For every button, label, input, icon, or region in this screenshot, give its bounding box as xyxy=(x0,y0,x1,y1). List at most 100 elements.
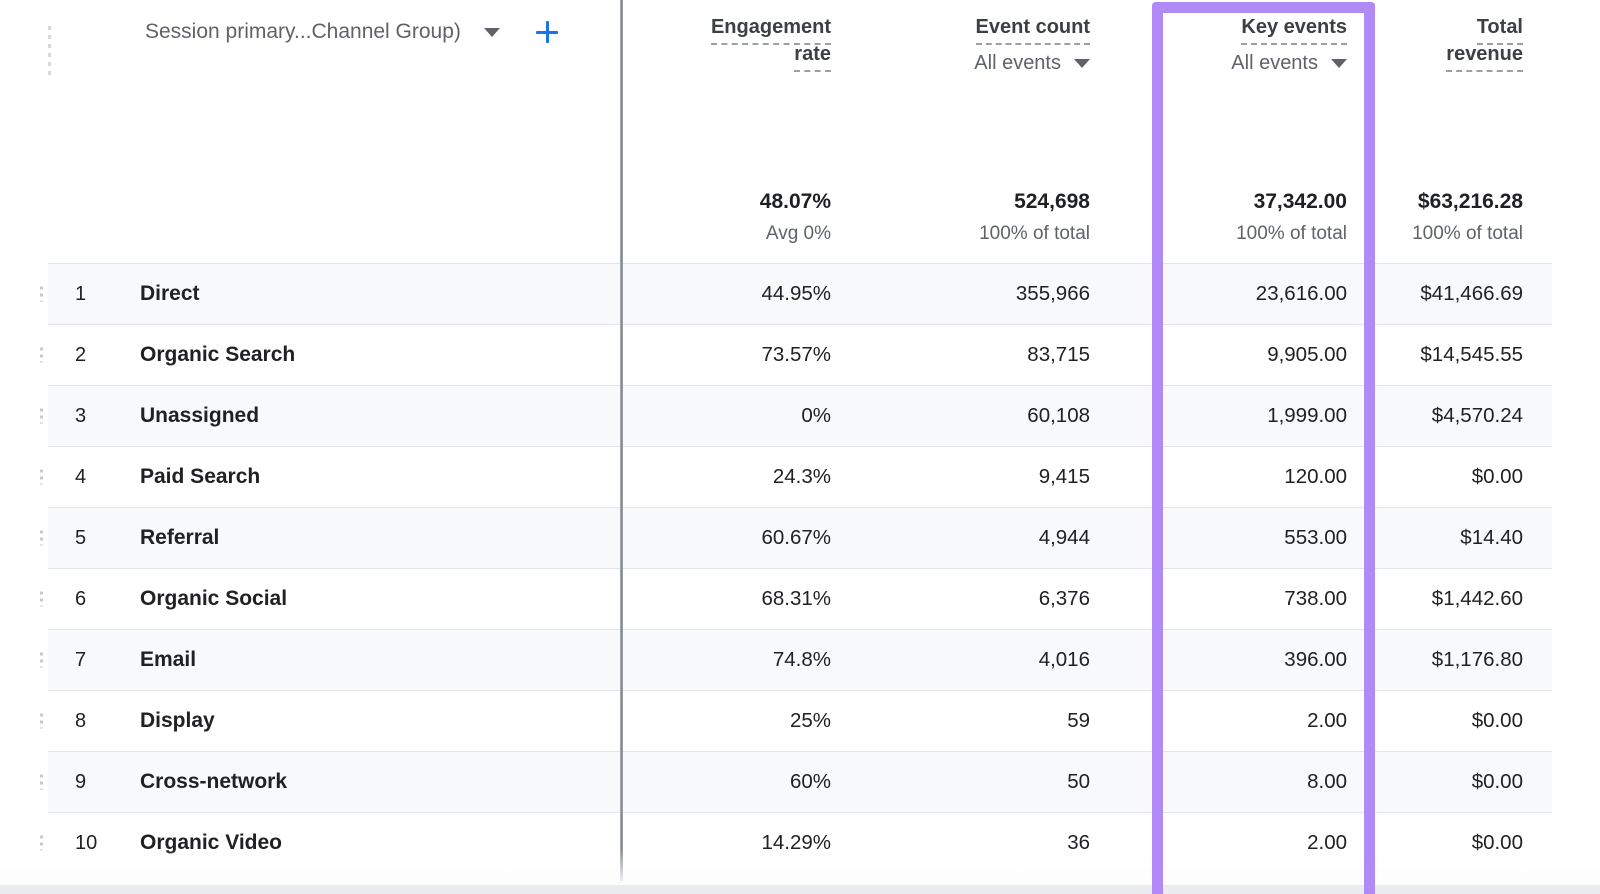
table-row[interactable]: 3 Unassigned 0% 60,108 1,999.00 $4,570.2… xyxy=(48,385,1552,446)
event-count-event-selector[interactable]: All events xyxy=(974,52,1090,75)
column-header-key-events[interactable]: Key events All events xyxy=(1231,16,1347,75)
total-revenue-value: $0.00 xyxy=(1471,831,1523,854)
column-event-count: Event count All events 524,698 100% of t… xyxy=(846,0,1157,263)
key-events-value: 396.00 xyxy=(1284,648,1347,671)
channel-name: Display xyxy=(140,709,215,732)
table-row[interactable]: 8 Display 25% 59 2.00 $0.00 xyxy=(48,690,1552,751)
row-index: 6 xyxy=(75,587,87,610)
event-count-value: 6,376 xyxy=(1038,587,1090,610)
bottom-scroll-fade xyxy=(0,849,1600,885)
column-total-revenue: Total revenue $63,216.28 100% of total xyxy=(1370,0,1552,263)
table-header: Session primary...Channel Group) Engagem… xyxy=(48,0,1552,263)
row-index: 10 xyxy=(75,831,98,854)
event-count-value: 83,715 xyxy=(1027,343,1090,366)
header-label[interactable]: rate xyxy=(794,43,831,72)
total-revenue-value: $14.40 xyxy=(1460,526,1523,549)
channel-name: Cross-network xyxy=(140,770,288,793)
header-label[interactable]: Event count xyxy=(975,16,1090,45)
engagement-rate-value: 44.95% xyxy=(761,282,831,305)
engagement-rate-value: 0% xyxy=(801,404,831,427)
key-events-value: 120.00 xyxy=(1284,465,1347,488)
dimension-selector[interactable]: Session primary...Channel Group) xyxy=(48,20,621,44)
channel-name: Organic Social xyxy=(140,587,288,610)
column-header-total-revenue[interactable]: Total revenue xyxy=(1446,16,1523,72)
total-caption: 100% of total xyxy=(1236,223,1347,244)
channel-name: Paid Search xyxy=(140,465,261,488)
table-row[interactable]: 4 Paid Search 24.3% 9,415 120.00 $0.00 xyxy=(48,446,1552,507)
key-events-value: 9,905.00 xyxy=(1267,343,1347,366)
table-row[interactable]: 6 Organic Social 68.31% 6,376 738.00 $1,… xyxy=(48,568,1552,629)
bottom-edge-strip xyxy=(0,885,1600,894)
table-row[interactable]: 1 Direct 44.95% 355,966 23,616.00 $41,46… xyxy=(48,263,1552,324)
dimension-header-cell: Session primary...Channel Group) xyxy=(48,0,621,263)
key-events-value: 2.00 xyxy=(1307,709,1347,732)
total-revenue-value: $0.00 xyxy=(1471,770,1523,793)
totals-key-events: 37,342.00 100% of total xyxy=(1236,190,1347,245)
total-revenue-value: $4,570.24 xyxy=(1431,404,1523,427)
event-count-value: 59 xyxy=(1067,709,1090,732)
engagement-rate-value: 74.8% xyxy=(772,648,831,671)
row-index: 4 xyxy=(75,465,87,488)
engagement-rate-value: 24.3% xyxy=(772,465,831,488)
dimension-selector-label[interactable]: Session primary...Channel Group) xyxy=(145,20,461,43)
event-count-value: 60,108 xyxy=(1027,404,1090,427)
total-revenue-value: $0.00 xyxy=(1471,465,1523,488)
key-events-value: 8.00 xyxy=(1307,770,1347,793)
engagement-rate-value: 14.29% xyxy=(761,831,831,854)
key-events-value: 2.00 xyxy=(1307,831,1347,854)
row-index: 9 xyxy=(75,770,87,793)
header-label[interactable]: revenue xyxy=(1446,43,1523,72)
total-value: 37,342.00 xyxy=(1253,190,1347,213)
table-row[interactable]: 5 Referral 60.67% 4,944 553.00 $14.40 xyxy=(48,507,1552,568)
key-events-value: 738.00 xyxy=(1284,587,1347,610)
engagement-rate-value: 25% xyxy=(789,709,831,732)
event-count-value: 36 xyxy=(1067,831,1090,854)
event-count-value: 4,944 xyxy=(1038,526,1090,549)
total-value: 48.07% xyxy=(759,190,831,213)
key-events-value: 1,999.00 xyxy=(1267,404,1347,427)
plus-icon[interactable] xyxy=(535,20,559,44)
total-caption: 100% of total xyxy=(1412,223,1523,244)
total-value: 524,698 xyxy=(1014,190,1090,213)
event-count-value: 50 xyxy=(1067,770,1090,793)
channel-name: Email xyxy=(140,648,197,671)
report-table: Session primary...Channel Group) Engagem… xyxy=(48,0,1552,873)
column-header-engagement-rate[interactable]: Engagement rate xyxy=(710,16,831,72)
chevron-down-icon[interactable] xyxy=(1074,59,1090,68)
table-row[interactable]: 2 Organic Search 73.57% 83,715 9,905.00 … xyxy=(48,324,1552,385)
engagement-rate-value: 68.31% xyxy=(761,587,831,610)
engagement-rate-value: 60% xyxy=(789,770,831,793)
header-label[interactable]: Engagement xyxy=(710,16,831,45)
table-row[interactable]: 7 Email 74.8% 4,016 396.00 $1,176.80 xyxy=(48,629,1552,690)
column-engagement-rate: Engagement rate 48.07% Avg 0% xyxy=(621,0,846,263)
table-body: 1 Direct 44.95% 355,966 23,616.00 $41,46… xyxy=(48,263,1552,873)
total-revenue-value: $41,466.69 xyxy=(1420,282,1523,305)
column-key-events: Key events All events 37,342.00 100% of … xyxy=(1157,0,1370,263)
total-revenue-value: $1,176.80 xyxy=(1431,648,1523,671)
table-row[interactable]: 9 Cross-network 60% 50 8.00 $0.00 xyxy=(48,751,1552,812)
total-revenue-value: $0.00 xyxy=(1471,709,1523,732)
selector-label[interactable]: All events xyxy=(1231,52,1318,74)
engagement-rate-value: 60.67% xyxy=(761,526,831,549)
totals-engagement-rate: 48.07% Avg 0% xyxy=(760,190,831,245)
header-label[interactable]: Total xyxy=(1476,16,1523,45)
channel-name: Organic Search xyxy=(140,343,296,366)
header-label[interactable]: Key events xyxy=(1241,16,1347,45)
selector-label[interactable]: All events xyxy=(974,52,1061,74)
chevron-down-icon[interactable] xyxy=(483,27,500,37)
engagement-rate-value: 73.57% xyxy=(761,343,831,366)
total-revenue-value: $14,545.55 xyxy=(1420,343,1523,366)
key-events-value: 23,616.00 xyxy=(1255,282,1347,305)
key-events-event-selector[interactable]: All events xyxy=(1231,52,1347,75)
channel-name: Direct xyxy=(140,282,200,305)
totals-total-revenue: $63,216.28 100% of total xyxy=(1412,190,1523,245)
chevron-down-icon[interactable] xyxy=(1331,59,1347,68)
key-events-value: 553.00 xyxy=(1284,526,1347,549)
total-caption: 100% of total xyxy=(979,223,1090,244)
channel-name: Organic Video xyxy=(140,831,282,854)
row-index: 1 xyxy=(75,282,87,305)
column-header-event-count[interactable]: Event count All events xyxy=(974,16,1090,75)
event-count-value: 9,415 xyxy=(1038,465,1090,488)
channel-name: Referral xyxy=(140,526,220,549)
